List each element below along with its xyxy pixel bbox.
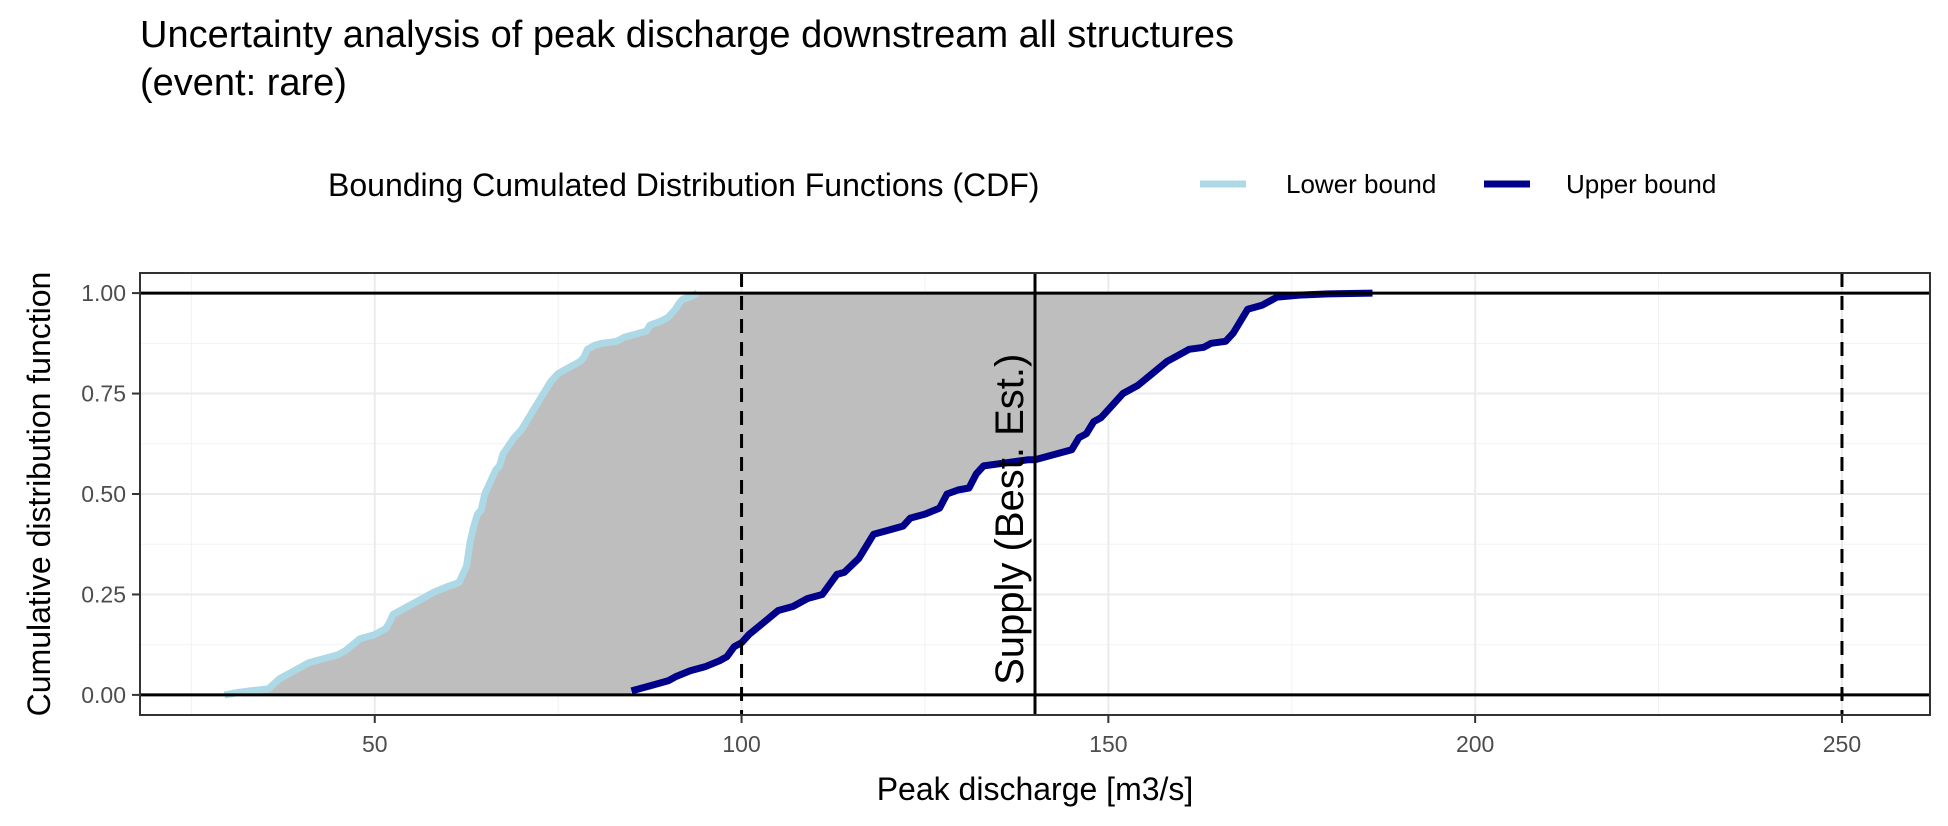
legend-title: Bounding Cumulated Distribution Function… <box>328 167 1039 203</box>
legend-label-upper-bound: Upper bound <box>1566 169 1716 199</box>
y-tick-label: 1.00 <box>81 280 126 306</box>
chart-title: Uncertainty analysis of peak discharge d… <box>140 14 1235 56</box>
x-tick-label: 150 <box>1089 731 1127 757</box>
y-tick-label: 0.75 <box>81 381 126 407</box>
x-tick-label: 250 <box>1823 731 1861 757</box>
lower-bound-line <box>223 290 700 699</box>
y-tick-label: 0.25 <box>81 581 126 607</box>
x-tick-label: 50 <box>362 731 388 757</box>
supply-label: Supply (Best. Est.) <box>988 354 1032 685</box>
x-axis-title: Peak discharge [m3/s] <box>877 771 1194 807</box>
x-tick-label: 200 <box>1456 731 1494 757</box>
x-tick-label: 100 <box>722 731 760 757</box>
plot-panel-border <box>139 272 1931 716</box>
legend-label-lower-bound: Lower bound <box>1286 169 1436 199</box>
y-axis-title: Cumulative distribution function <box>21 272 57 717</box>
chart-subtitle: (event: rare) <box>140 62 347 104</box>
y-tick-label: 0.50 <box>81 481 126 507</box>
y-tick-label: 0.00 <box>81 682 126 708</box>
bounds-band <box>224 293 1373 695</box>
